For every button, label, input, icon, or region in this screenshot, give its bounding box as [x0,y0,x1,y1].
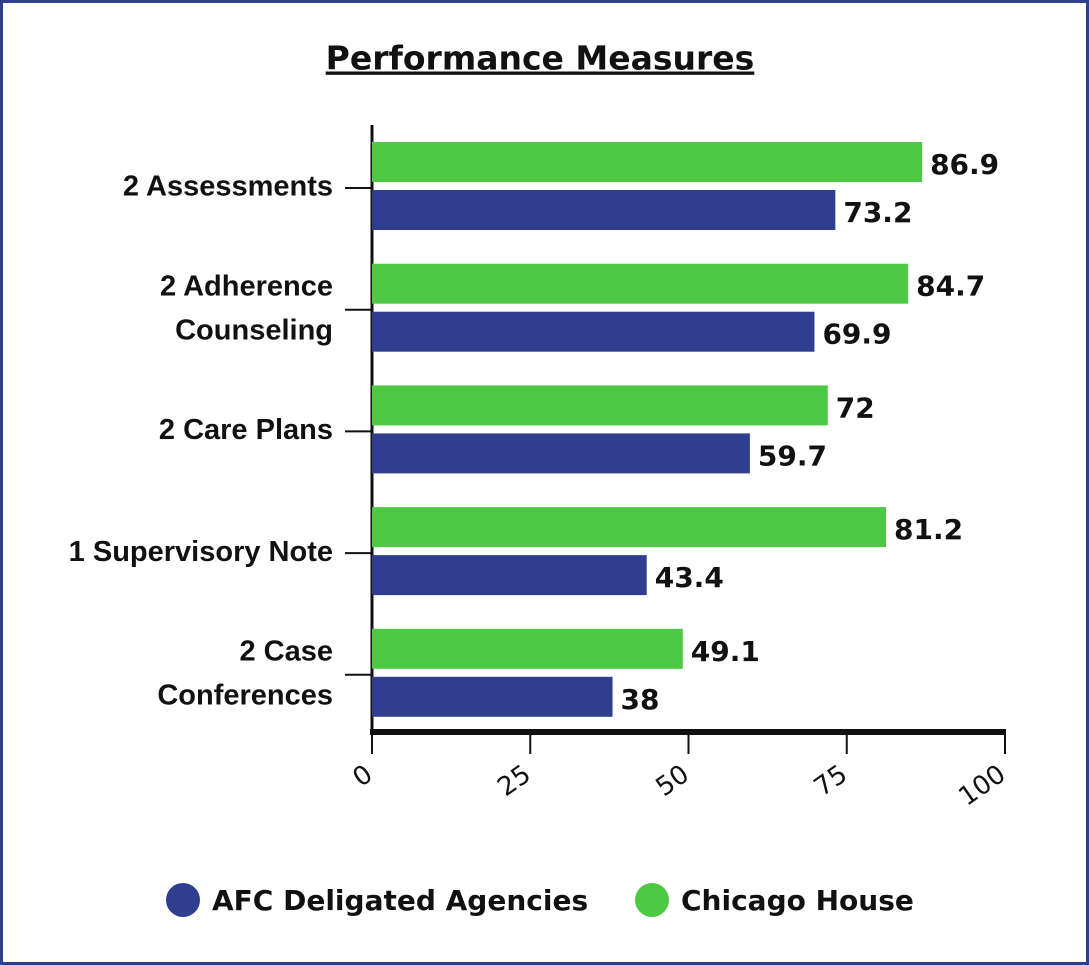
y-tick-label: 2 Case [239,635,333,667]
bar [372,142,923,182]
bar [372,385,828,426]
value-label: 72 [836,391,875,424]
bar [372,263,909,304]
value-label: 69.9 [822,318,891,351]
bar [372,555,647,596]
y-tick-label: 2 Assessments [123,171,333,203]
bar [372,676,613,717]
y-tick-label: 2 Adherence [160,270,333,302]
value-label: 38 [621,683,660,716]
value-label: 49.1 [691,635,760,668]
value-label: 81.2 [894,513,963,546]
legend-swatch [635,883,669,917]
x-tick-label: 75 [809,759,853,803]
value-label: 84.7 [916,270,985,303]
x-tick-label: 0 [348,759,379,793]
bar [372,190,836,230]
bar [372,433,750,474]
x-tick-label: 25 [492,759,536,803]
y-tick-label: Conferences [157,679,333,711]
legend-label: Chicago House [681,884,914,917]
legend-label: AFC Deligated Agencies [212,884,588,917]
bar [372,507,886,548]
y-tick-label: 2 Care Plans [159,414,333,446]
bar [372,311,815,352]
value-label: 43.4 [655,561,724,594]
chart-title: Performance Measures [326,39,755,78]
value-label: 73.2 [843,196,912,229]
x-tick-label: 50 [651,759,695,803]
value-label: 59.7 [758,439,827,472]
y-tick-label: Counseling [175,314,333,346]
bar [372,628,683,669]
legend-swatch [166,883,200,917]
value-label: 86.9 [930,148,999,181]
x-tick-label: 100 [953,759,1011,812]
y-tick-label: 1 Supervisory Note [69,536,333,568]
